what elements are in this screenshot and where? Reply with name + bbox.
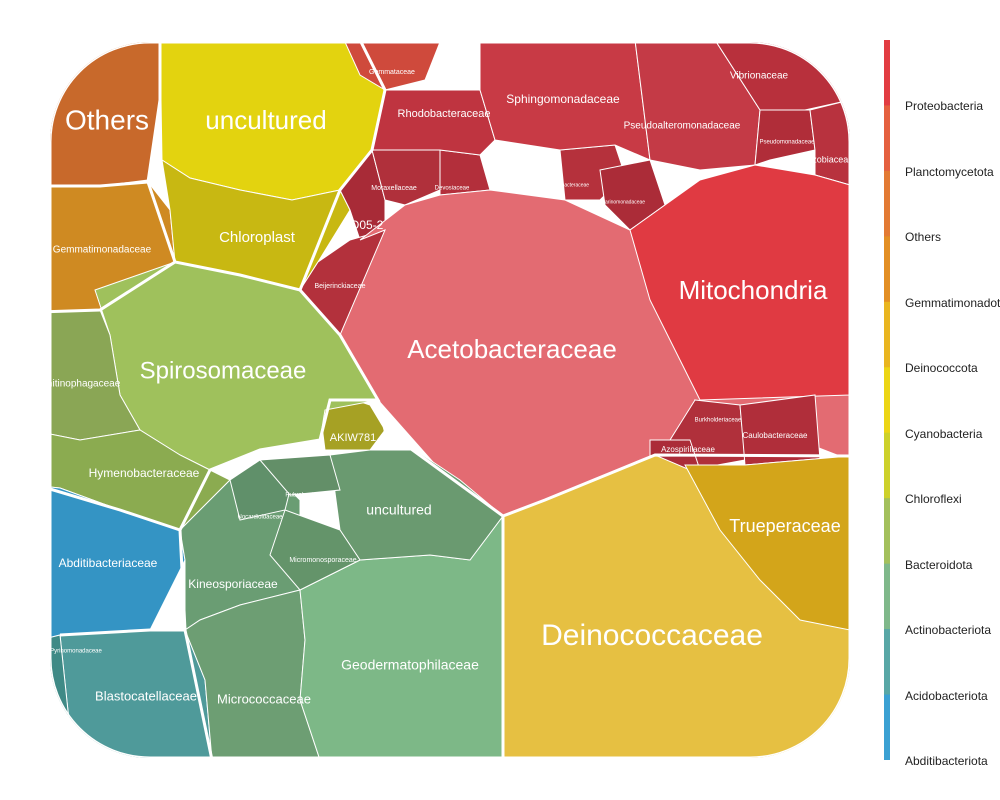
cell-label-spirosomaceae: Spirosomaceae [140,357,307,384]
cell-label-pseudomonadaceae: Pseudomonadaceae [759,140,815,146]
group-border [50,484,181,532]
cell-rhodobacteraceae [371,89,496,156]
legend-swatch [884,563,890,630]
cell-chloroplast [161,158,351,291]
cell-label-beijerinckiaceae: Beijerinckiaceae [315,283,366,290]
cell-label-nocardioidaceae: Nocardioidaceae [237,515,283,521]
cell-label-devosiaceae: Devosiaceae [435,186,470,192]
cell-label-uncultured: uncultured [205,105,326,135]
cell-label-gemmatimonadaceae: Gemmatimonadaceae [53,245,152,256]
cell-label-akiw781: AKIW781 [330,432,376,444]
group-border [59,628,185,637]
legend-swatch [884,170,890,237]
legend-item: Cyanobacteria [905,426,983,441]
cell-label-rhodobacteraceae: Rhodobacteraceae [398,108,491,120]
cell-label-chitinophagaceae: Chitinophagaceae [40,379,121,390]
legend-swatch [884,694,890,760]
cell-label-azospirillaceae: Azospirillaceae [661,445,715,454]
cell-label-rubrobacteraceae: Rubrobacteraceae [285,493,335,499]
cell-label-marinomonadaceae: Marinomonadaceae [601,199,645,205]
cell-label-micrococcaceae: Micrococcaceae [217,691,311,706]
cell-label-vibrionaceae: Vibrionaceae [730,71,789,82]
cell-mitochondria [629,164,850,401]
cell-label-rhizobiaceae: Rhizobiaceae [799,154,854,164]
voronoi-treemap: Others uncultured Gemmatimonadaceae Chlorop… [40,42,854,758]
legend-swatch [884,105,890,172]
cell-chitinophagaceae [50,309,141,441]
legend-swatch [884,367,890,434]
legend-item: Bacteroidota [905,557,973,572]
legend-swatch [884,236,890,303]
cell-label-uncultured: uncultured [366,502,431,518]
cell-label-abditibacteriaceae: Abditibacteriaceae [59,556,158,570]
cell-label-enhydrobacteraceae: Enhydrobacteraceae [543,182,589,188]
cell-label-deinococcaceae: Deinococcaceae [541,619,763,652]
cell-label-d05-2: D05-2 [351,218,384,232]
legend-item: Chloroflexi [905,492,962,506]
cell-label-mitochondria: Mitochondria [679,275,828,305]
cell-trueperaceae [684,455,850,631]
legend-swatch [884,40,890,106]
legend-item: Abditibacteriota [905,754,988,768]
legend-item: Others [905,230,942,244]
legend-swatch [884,301,890,368]
legend-swatch [884,498,890,565]
group-border [376,399,505,758]
cell-label-kineosporiaceae: Kineosporiaceae [188,577,278,591]
cell-label-micromonosporaceae: Micromonosporaceae [289,557,356,564]
cell-label-sphingomonadaceae: Sphingomonadaceae [506,92,620,106]
cell-rubrobacteraceae [258,454,341,496]
legend-item: Deinococcota [905,361,978,375]
cell-micromonosporaceae [269,509,361,591]
cell-gemmataceae [344,42,441,91]
legend-item: Planctomycetota [905,164,994,179]
legend-item: Gemmatimonadota [905,295,1000,310]
cell-label-trueperaceae: Trueperaceae [729,516,840,536]
cell-label-burkholderiaceae: Burkholderiaceae [695,418,742,424]
legend-item: Actinobacteriota [905,623,992,637]
cell-pseudomonadaceae [754,109,816,166]
cell-label-acetobacteraceae: Acetobacteraceae [407,334,617,364]
cell-rhizobiaceae [809,99,850,186]
cell-label-pseudoalteromonadaceae: Pseudoalteromonadaceae [624,121,741,132]
cell-label-pyrinomonadaceae: Pyrinomonadaceae [50,649,102,655]
legend-swatch [884,629,890,696]
group-border [50,260,176,314]
legend-item: Proteobacteria [905,99,984,113]
cell-label-moraxellaceae: Moraxellaceae [371,185,417,192]
group-border [146,42,162,183]
group-border [178,289,381,758]
cell-label-gemmataceae: Gemmataceae [369,69,415,76]
group-border [502,453,850,518]
cell-label-geodermatophilaceae: Geodermatophilaceae [341,657,479,673]
legend-swatch [884,432,890,499]
legend-color-bar [884,40,890,760]
cell-label-blastocatellaceae: Blastocatellaceae [95,688,197,703]
cell-label-chloroplast: Chloroplast [219,229,296,246]
cell-label-others: Others [65,104,149,135]
cell-label-hymenobacteraceae: Hymenobacteraceae [89,466,200,480]
legend-item: Acidobacteriota [905,688,988,703]
group-border [50,42,387,292]
cell-label-caulobacteraceae: Caulobacteraceae [743,431,808,440]
